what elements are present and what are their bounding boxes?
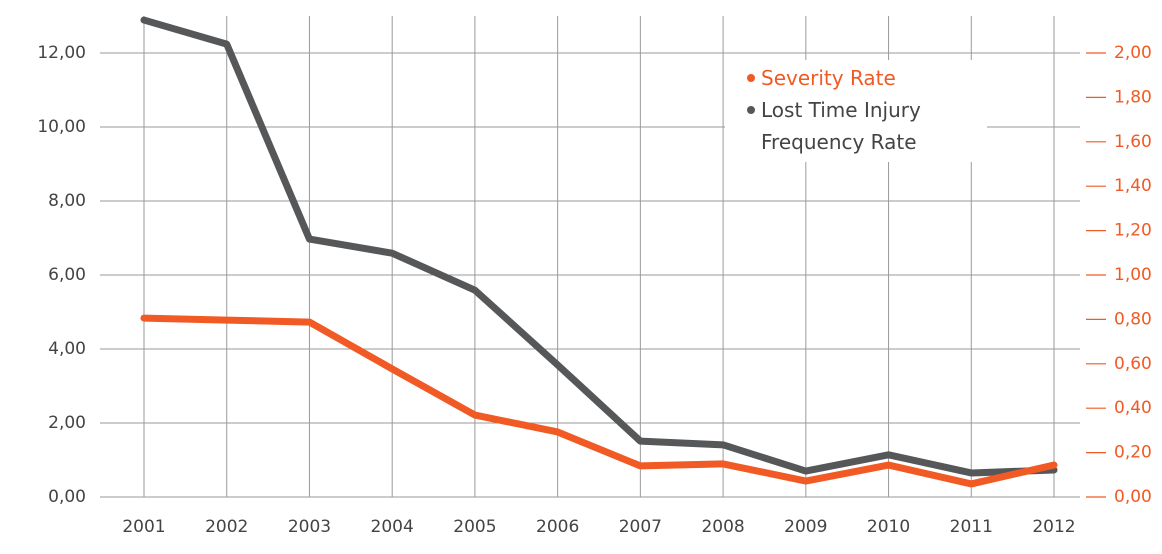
y2-tick-label: 1,40 (1114, 176, 1152, 196)
y2-tick-label: 0,60 (1114, 354, 1152, 374)
x-tick-label: 2012 (1032, 517, 1075, 537)
y2-tick-label: 0,80 (1114, 309, 1152, 329)
legend-marker (747, 74, 755, 82)
y2-tick-label: 0,40 (1114, 398, 1152, 418)
x-tick-label: 2003 (288, 517, 331, 537)
x-tick-label: 2009 (784, 517, 827, 537)
x-tick-label: 2008 (701, 517, 744, 537)
x-tick-label: 2011 (950, 517, 993, 537)
y2-tick-label: 0,00 (1114, 487, 1152, 507)
legend: Severity Rate Lost Time Injury Frequency … (725, 60, 987, 162)
y2-tick-label: 1,80 (1114, 87, 1152, 107)
legend-entry: Severity Rate (747, 62, 987, 94)
x-tick-label: 2007 (619, 517, 662, 537)
x-tick-label: 2006 (536, 517, 579, 537)
y-tick-label: 12,00 (37, 43, 86, 63)
series-line (140, 314, 1058, 488)
y-tick-label: 10,00 (37, 117, 86, 137)
y2-tick-label: 1,20 (1114, 221, 1152, 241)
y-tick-label: 8,00 (48, 191, 86, 211)
y-tick-label: 0,00 (48, 487, 86, 507)
x-tick-label: 2004 (371, 517, 414, 537)
series-line (140, 16, 1058, 477)
legend-label: Severity Rate (761, 66, 896, 90)
y-tick-label: 2,00 (48, 413, 86, 433)
x-tick-label: 2010 (867, 517, 910, 537)
legend-entry: Lost Time Injury Frequency Rate (747, 94, 987, 158)
y-tick-label: 4,00 (48, 339, 86, 359)
y2-tick-label: 1,00 (1114, 265, 1152, 285)
x-tick-label: 2002 (205, 517, 248, 537)
legend-marker (747, 106, 755, 114)
y-tick-label: 6,00 (48, 265, 86, 285)
y2-tick-label: 0,20 (1114, 443, 1152, 463)
y2-tick-label: 2,00 (1114, 43, 1152, 63)
y2-tick-label: 1,60 (1114, 132, 1152, 152)
x-tick-label: 2005 (453, 517, 496, 537)
legend-label: Lost Time Injury Frequency Rate (761, 98, 921, 154)
x-tick-label: 2001 (122, 517, 165, 537)
